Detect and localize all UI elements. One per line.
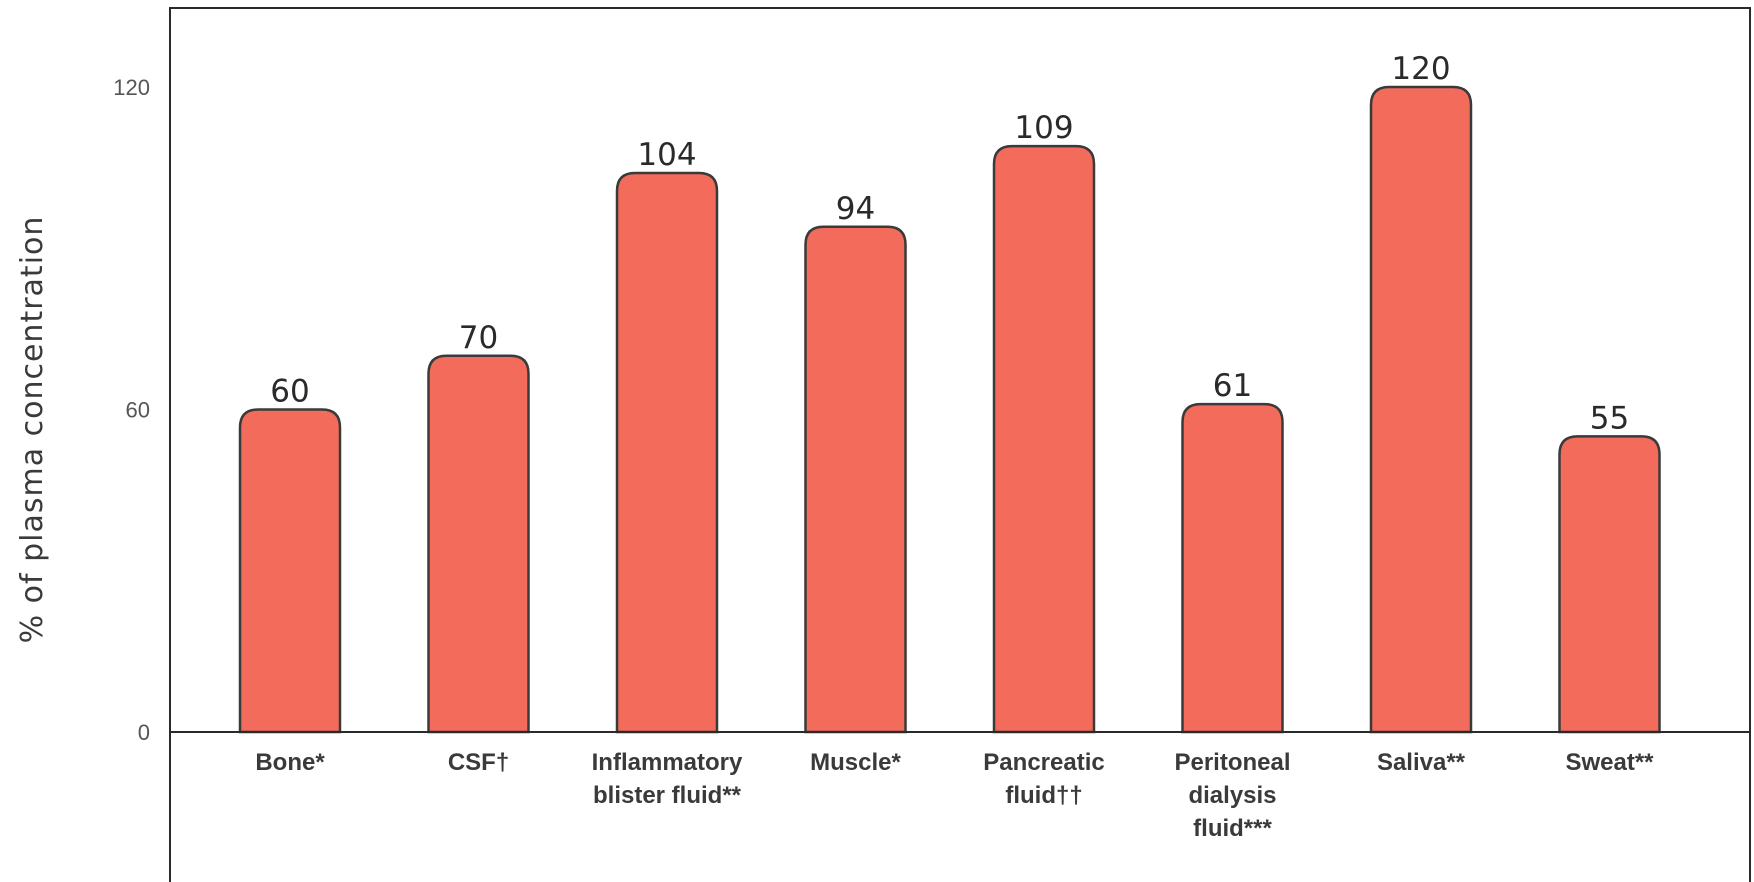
y-tick-label: 120	[113, 75, 150, 100]
category-labels: Bone* CSF† Inflammatory blister fluid** Musc…	[255, 749, 1654, 842]
x-tick-label: Sweat**	[1565, 749, 1654, 776]
x-tick-label: Saliva**	[1377, 749, 1466, 776]
bar	[615, 171, 719, 734]
bar-value-label: 55	[1590, 400, 1629, 436]
bar	[238, 408, 342, 734]
bar	[1558, 435, 1661, 734]
x-tick-label: Inflammatory blister fluid**	[592, 749, 743, 809]
bar-value-label: 60	[270, 374, 309, 410]
bar	[992, 144, 1096, 734]
bar-value-label: 61	[1213, 368, 1252, 404]
y-axis-title: % of plasma concentration	[15, 216, 50, 644]
x-tick-label: Bone*	[255, 749, 325, 776]
x-tick-label: Pancreatic fluid††	[983, 749, 1104, 809]
bar-value-label: 70	[459, 320, 498, 356]
bar-value-label: 94	[836, 191, 875, 227]
bar	[1181, 402, 1284, 734]
x-tick-label: Muscle*	[810, 749, 901, 776]
bar	[427, 354, 530, 734]
y-axis: 0 60 120	[113, 75, 150, 745]
y-tick-label: 0	[138, 720, 150, 745]
bar-value-label: 120	[1391, 51, 1450, 87]
plot-frame	[169, 7, 1751, 882]
bar	[1369, 85, 1473, 734]
y-tick-label: 60	[126, 398, 150, 423]
x-tick-label: Peritoneal dialysis fluid***	[1174, 749, 1290, 842]
bar-value-label: 109	[1014, 110, 1073, 146]
bar	[804, 225, 907, 734]
bars: 60 70 104 94 109 61 120 55	[238, 51, 1661, 734]
x-tick-label: CSF†	[448, 749, 509, 776]
bar-value-label: 104	[637, 137, 696, 173]
